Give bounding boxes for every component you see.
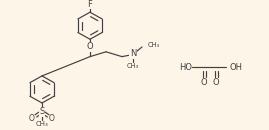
- Text: O: O: [213, 78, 219, 87]
- Text: CH₃: CH₃: [36, 121, 48, 127]
- Text: CH₃: CH₃: [148, 42, 160, 48]
- Text: O: O: [49, 114, 55, 123]
- Text: OH: OH: [229, 63, 242, 72]
- Text: CH₃: CH₃: [127, 63, 139, 69]
- Text: HO: HO: [179, 63, 192, 72]
- Text: O: O: [87, 43, 93, 51]
- Text: O: O: [201, 78, 207, 87]
- Text: S: S: [39, 107, 45, 116]
- Text: N: N: [130, 49, 136, 58]
- Text: F: F: [88, 0, 93, 9]
- Text: O: O: [29, 114, 35, 123]
